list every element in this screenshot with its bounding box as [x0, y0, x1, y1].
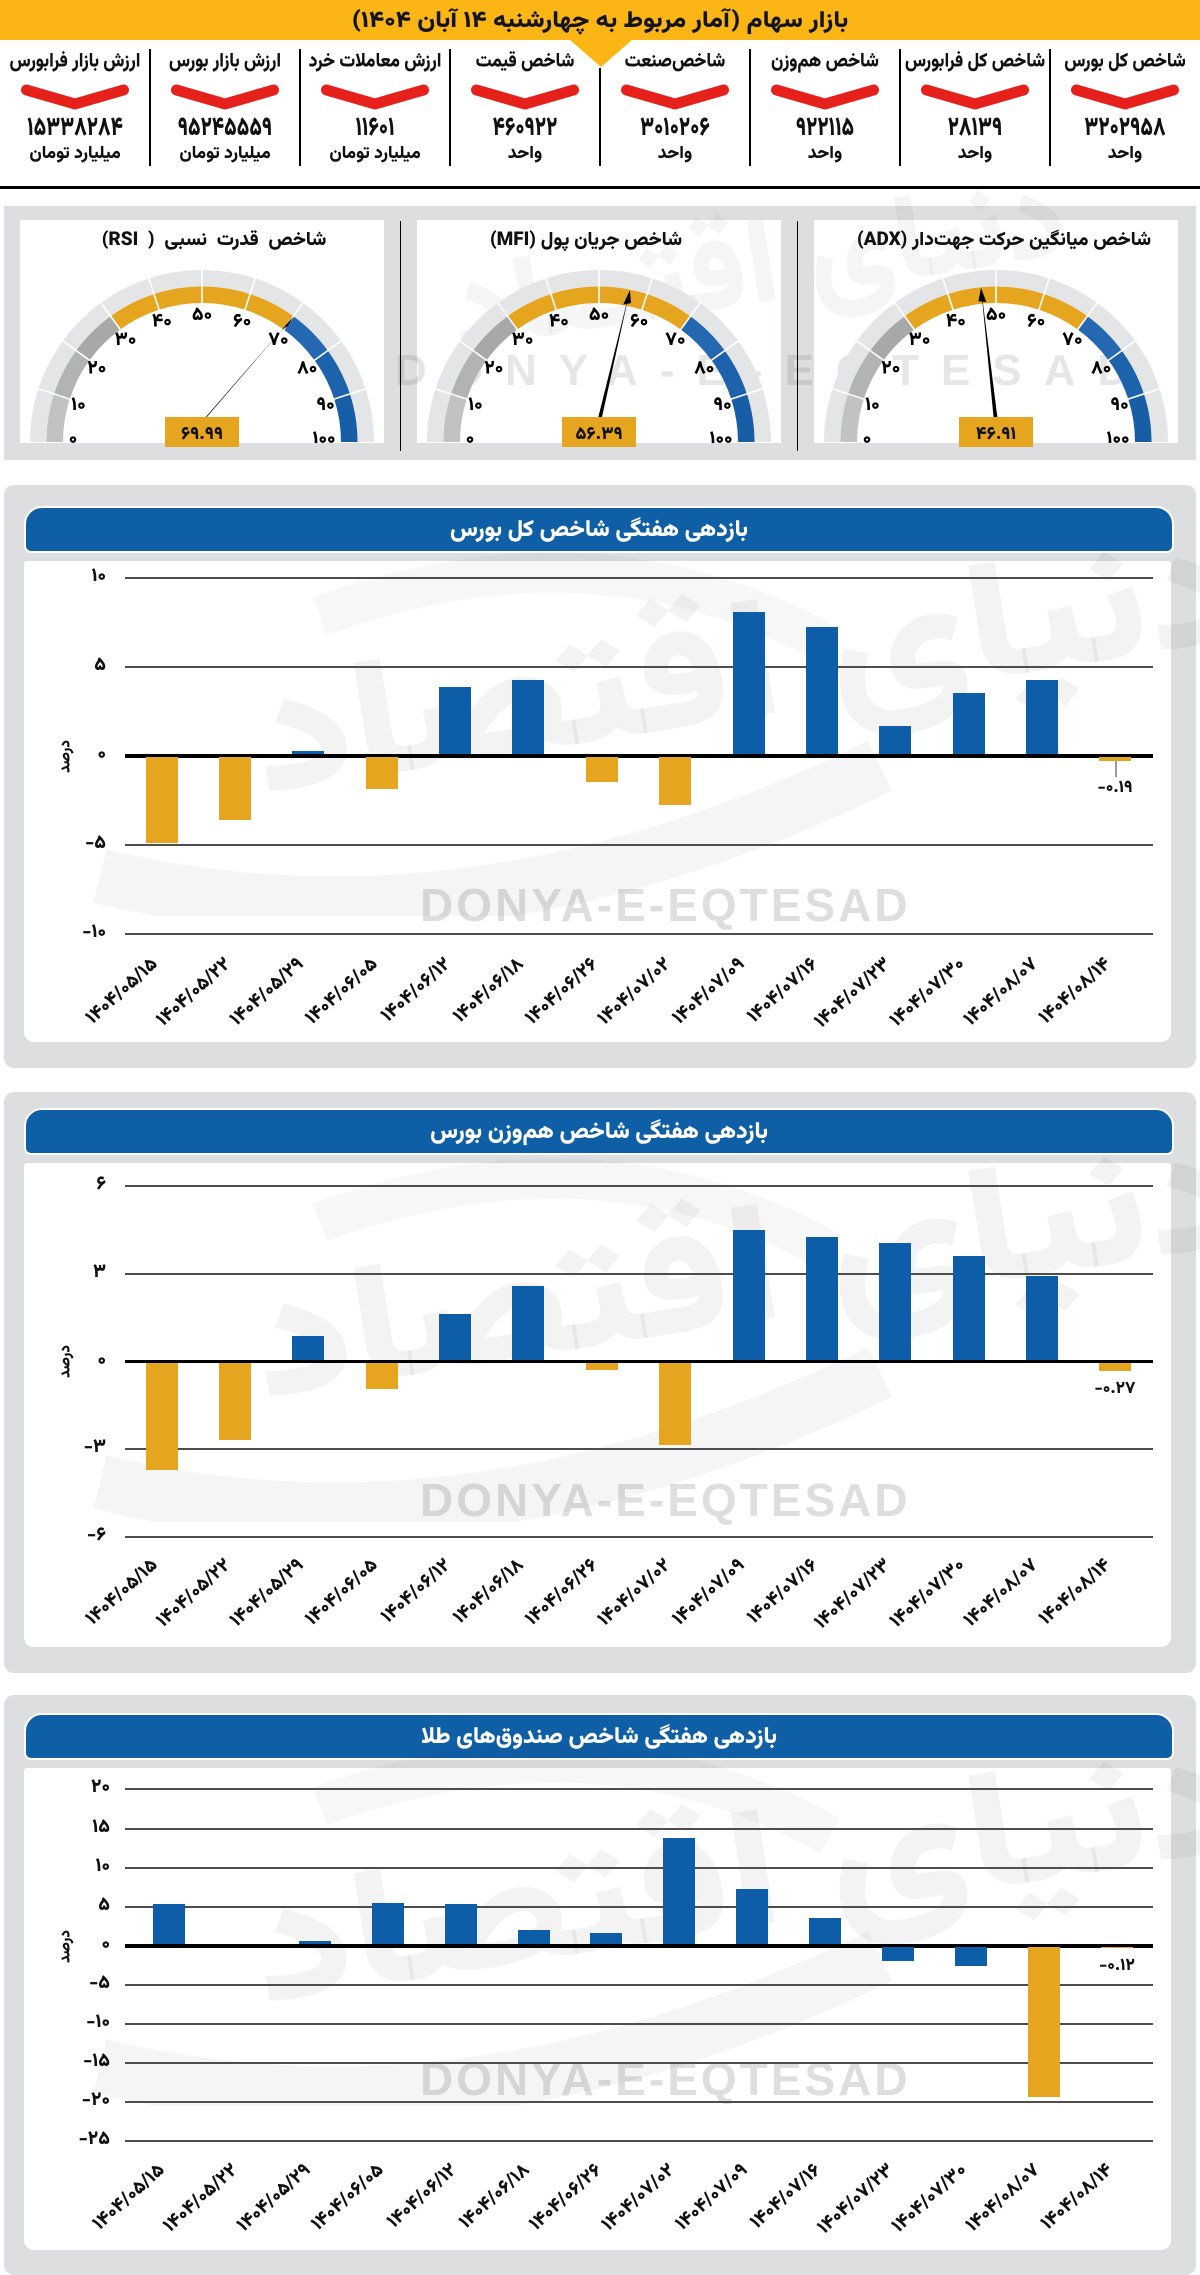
svg-text:۴۰: ۴۰ [549, 308, 569, 337]
svg-text:۹۰: ۹۰ [317, 392, 335, 421]
svg-text:۶۰: ۶۰ [233, 308, 251, 337]
svg-text:۱۰۰: ۱۰۰ [1106, 426, 1129, 443]
svg-text:۱۰۰: ۱۰۰ [312, 426, 335, 443]
svg-text:۴۰: ۴۰ [946, 308, 966, 337]
svg-text:۴۰: ۴۰ [152, 308, 172, 337]
svg-text:۹۰: ۹۰ [1111, 392, 1129, 421]
svg-text:۳۰: ۳۰ [115, 327, 137, 356]
svg-text:۶۰: ۶۰ [1027, 308, 1045, 337]
svg-text:۰: ۰ [466, 426, 475, 443]
svg-text:۲۰: ۲۰ [881, 356, 900, 385]
svg-text:۸۰: ۸۰ [694, 356, 714, 385]
svg-text:۰: ۰ [863, 426, 872, 443]
svg-text:۵۰: ۵۰ [192, 302, 212, 331]
svg-text:۷۰: ۷۰ [268, 327, 288, 356]
svg-text:۷۰: ۷۰ [665, 327, 685, 356]
svg-text:۵۰: ۵۰ [986, 302, 1006, 331]
svg-text:۲۰: ۲۰ [484, 356, 503, 385]
svg-text:۳۰: ۳۰ [909, 327, 931, 356]
svg-text:۷۰: ۷۰ [1062, 327, 1082, 356]
svg-text:۳۰: ۳۰ [512, 327, 534, 356]
svg-text:۶۰: ۶۰ [630, 308, 648, 337]
svg-text:۲۰: ۲۰ [87, 356, 106, 385]
svg-text:۱۰۰: ۱۰۰ [709, 426, 732, 443]
svg-text:۱۰: ۱۰ [468, 392, 483, 421]
svg-text:۸۰: ۸۰ [1091, 356, 1111, 385]
svg-text:۱۰: ۱۰ [865, 392, 880, 421]
svg-text:۵۰: ۵۰ [589, 302, 609, 331]
svg-text:۹۰: ۹۰ [714, 392, 732, 421]
svg-text:۸۰: ۸۰ [297, 356, 317, 385]
svg-text:۱۰: ۱۰ [71, 392, 86, 421]
svg-text:۰: ۰ [69, 426, 78, 443]
